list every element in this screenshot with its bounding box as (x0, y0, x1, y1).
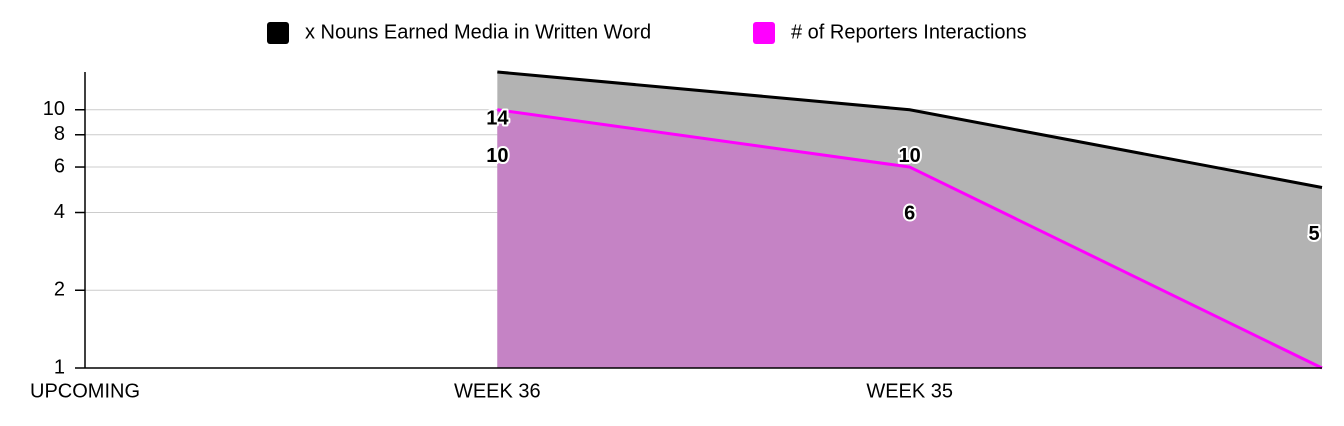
y-tick-label: 4 (54, 201, 65, 223)
y-tick-label: 6 (54, 155, 65, 177)
y-tick-label: 8 (54, 123, 65, 145)
x-tick-label: WEEK 36 (454, 380, 541, 402)
series-line (497, 108, 1323, 370)
legend-label: # of Reporters Interactions (791, 21, 1027, 43)
y-tick-label: 2 (54, 279, 65, 301)
data-label: 5 (1308, 223, 1319, 245)
series-line (497, 70, 1323, 189)
legend-swatch (753, 22, 775, 44)
data-label: 14 (486, 107, 509, 129)
data-label: 10 (486, 145, 508, 167)
x-tick-label: UPCOMING (30, 380, 140, 402)
x-tick-label: WEEK 35 (866, 380, 953, 402)
data-label: 10 (899, 145, 921, 167)
data-label: 6 (904, 202, 915, 224)
y-tick-label: 10 (43, 98, 65, 120)
legend-swatch (267, 22, 289, 44)
area-fill (497, 109, 1322, 369)
y-tick-label: 1 (54, 356, 65, 378)
legend-label: x Nouns Earned Media in Written Word (305, 21, 651, 43)
